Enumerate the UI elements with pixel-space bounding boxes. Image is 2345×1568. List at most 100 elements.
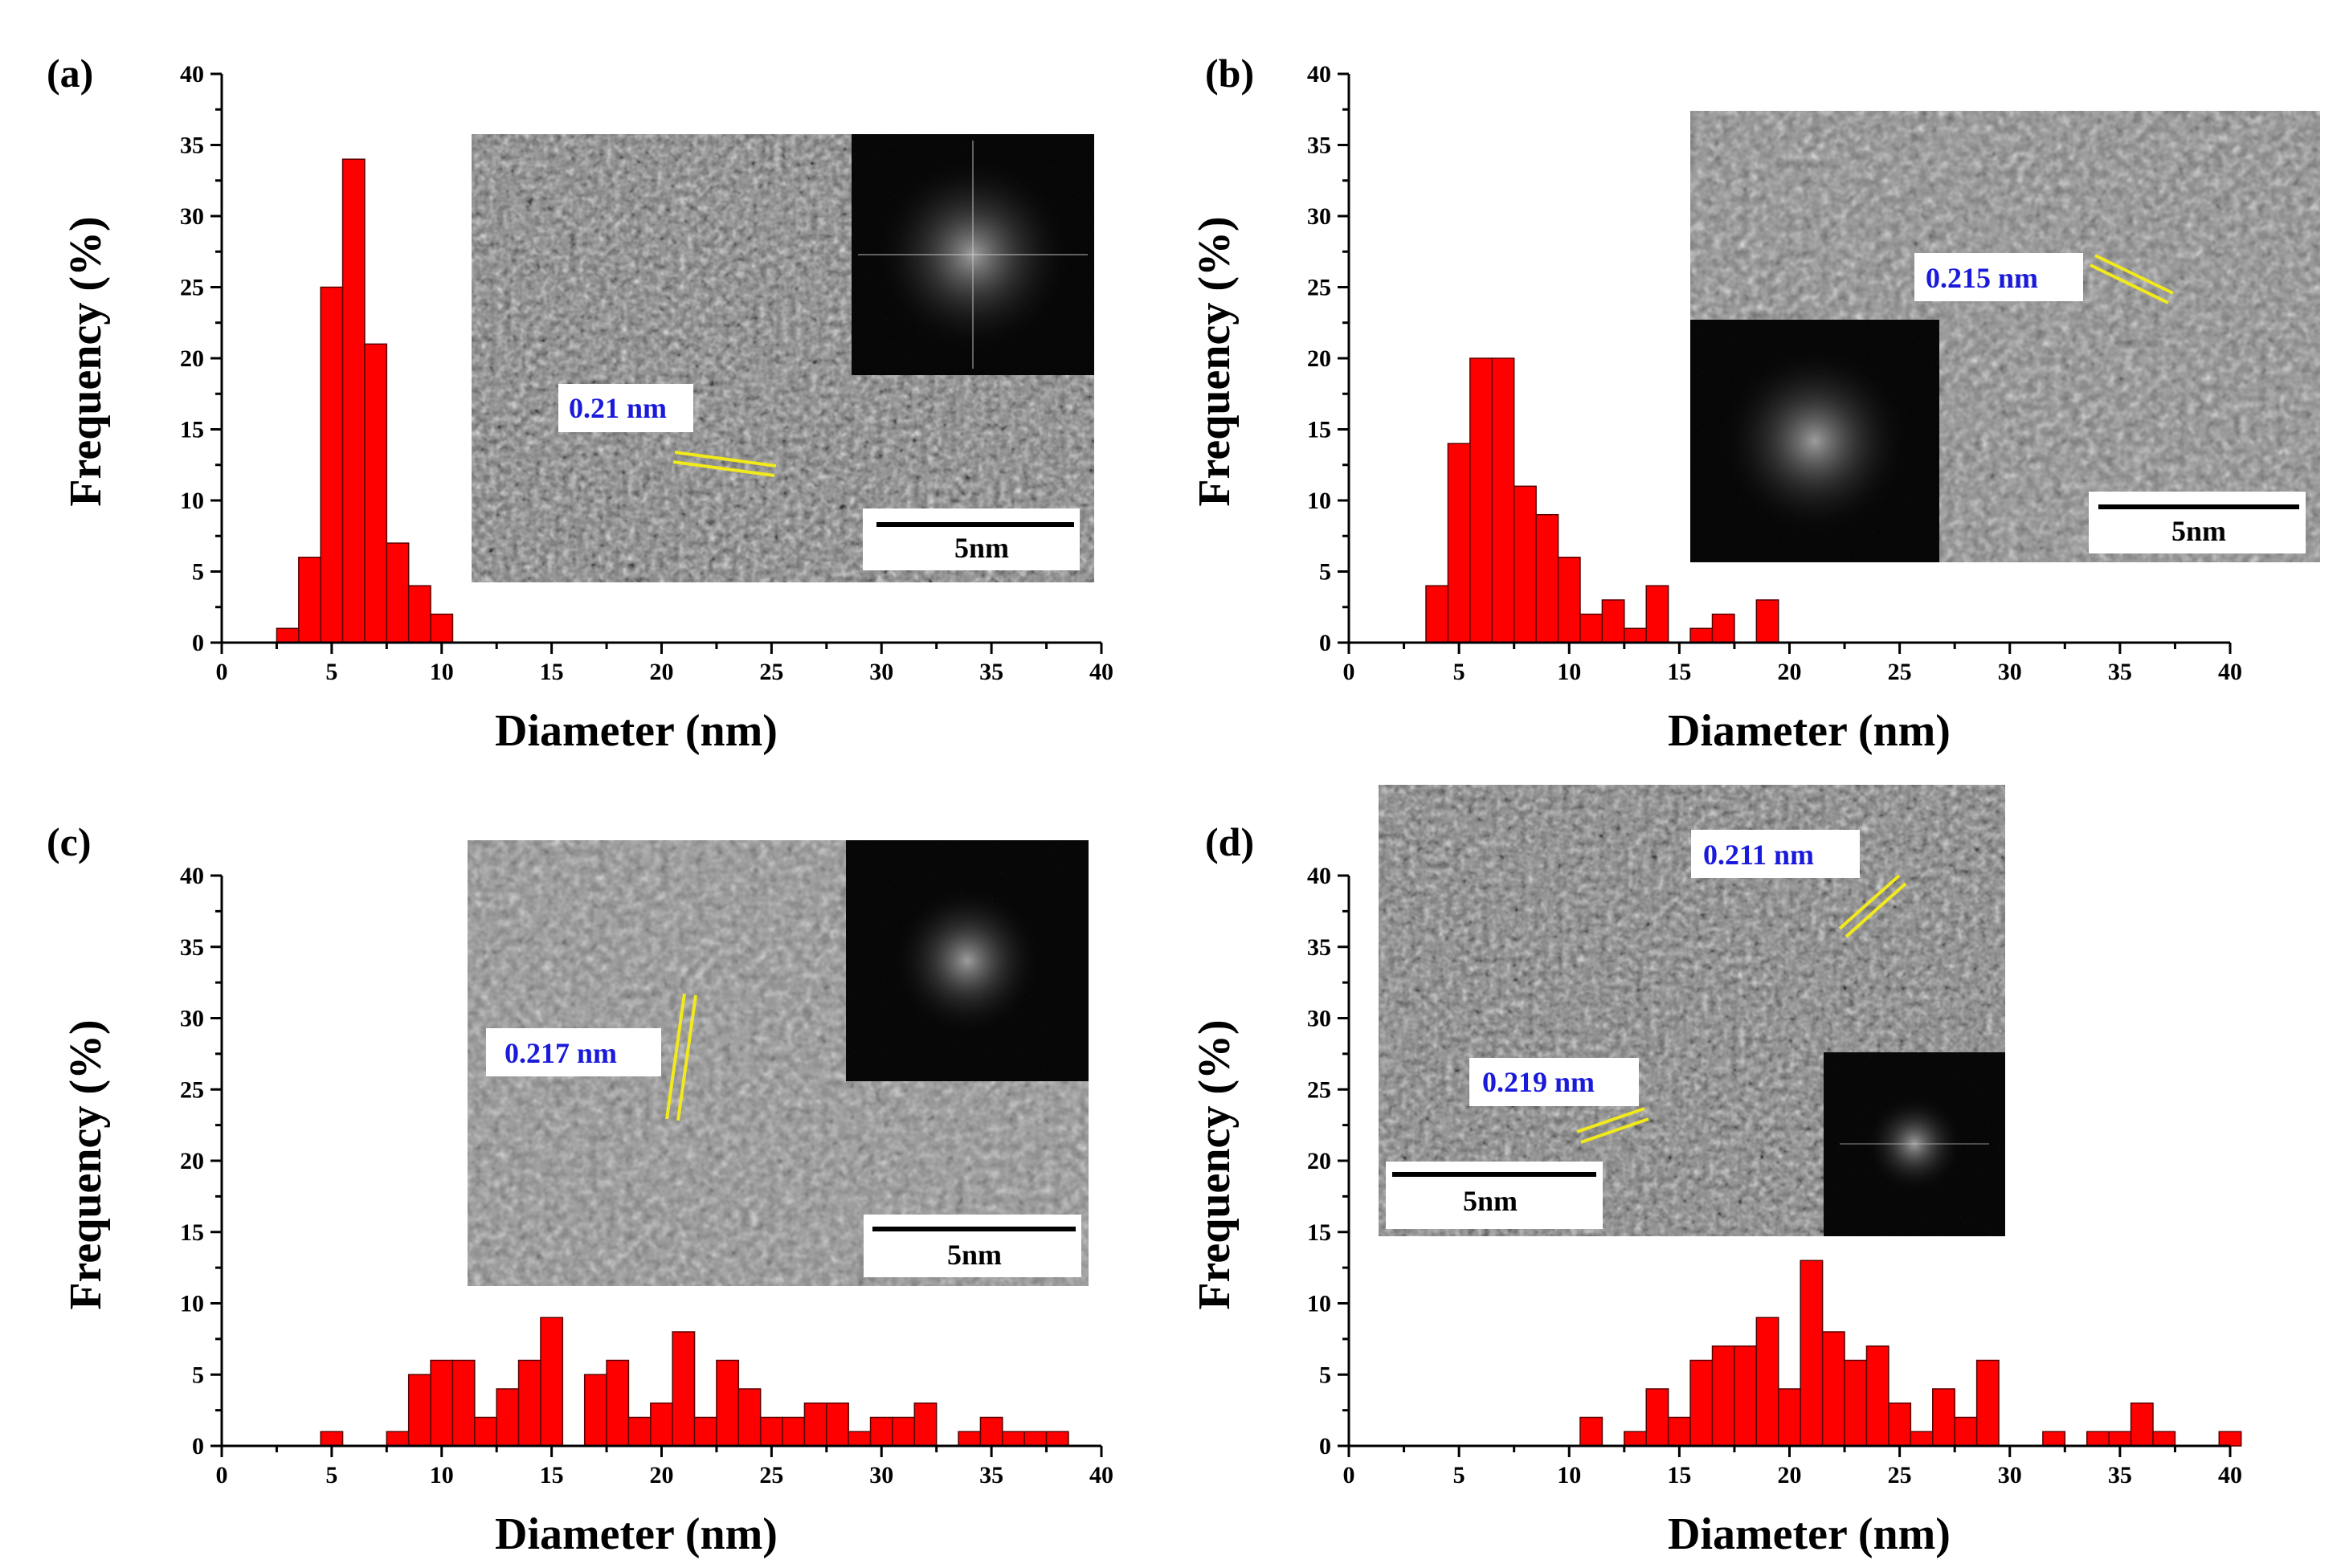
panel-c-measurement-label: 0.217 nm — [505, 1037, 617, 1069]
histogram-bar — [1888, 1403, 1912, 1447]
histogram-bar — [1447, 443, 1471, 643]
panel-d-measurement-box — [1691, 830, 1860, 878]
y-tick-label: 0 — [1319, 630, 1331, 656]
panel-c-measurement-box — [486, 1028, 661, 1076]
histogram-bar — [650, 1403, 673, 1447]
y-tick-label: 0 — [192, 630, 204, 656]
histogram-bar — [517, 1359, 541, 1447]
histogram-bar — [474, 1416, 497, 1447]
x-tick-label: 40 — [1089, 1462, 1113, 1488]
x-tick-label: 20 — [650, 1462, 674, 1488]
panel-b-measurement-label: 0.215 nm — [1926, 262, 2038, 294]
panel-a-measurement-box — [558, 384, 693, 432]
panel-d: (d) Frequency (%) Diameter (nm) 0 5 10 15 20… — [1190, 785, 2242, 1559]
panel-a-y-axis-label: Frequency (%) — [61, 216, 111, 506]
panel-b-bars — [1425, 357, 1779, 643]
panel-a-tem-inset: 0.21 nm 5nm — [472, 134, 1094, 582]
histogram-bar — [869, 1416, 893, 1447]
histogram-bar — [1844, 1359, 1868, 1447]
panel-c-label: (c) — [47, 819, 92, 864]
x-tick-label: 30 — [1998, 1462, 2022, 1488]
histogram-bar — [540, 1317, 564, 1447]
x-tick-label: 0 — [1343, 1462, 1355, 1488]
histogram-bar — [2218, 1431, 2242, 1447]
x-tick-label: 0 — [216, 659, 228, 685]
y-tick-label: 30 — [1307, 1006, 1331, 1032]
y-tick-label: 15 — [180, 1219, 204, 1246]
histogram-bar — [1689, 627, 1714, 643]
y-tick-label: 35 — [180, 133, 204, 159]
panel-c: (c) Frequency (%) Diameter (nm) 0 5 10 15 20… — [47, 819, 1113, 1559]
y-tick-label: 0 — [1319, 1433, 1331, 1460]
x-tick-label: 30 — [869, 659, 893, 685]
histogram-bar — [1557, 557, 1581, 643]
panel-d-lattice-line — [1845, 882, 1907, 938]
histogram-bar — [451, 1359, 476, 1447]
histogram-bar — [1601, 599, 1625, 643]
y-tick-label: 35 — [1307, 934, 1331, 961]
histogram-bar — [979, 1416, 1003, 1447]
panel-c-lattice-line — [676, 994, 697, 1121]
panel-c-scale-label: 5nm — [947, 1239, 1002, 1271]
histogram-bar — [803, 1403, 827, 1447]
panel-b-axes: 0 5 10 15 20 25 30 35 40 0 5 10 15 20 25 30 35 40 — [1307, 61, 2242, 685]
histogram-bar — [1711, 1345, 1735, 1447]
panel-d-x-axis-label: Diameter (nm) — [1668, 1509, 1951, 1559]
histogram-bar — [1645, 1388, 1669, 1447]
histogram-bar — [2130, 1403, 2154, 1447]
y-tick-label: 40 — [180, 61, 204, 88]
histogram-bar — [364, 343, 388, 643]
histogram-bar — [1755, 599, 1779, 643]
panel-b-lattice-line — [2090, 263, 2169, 304]
x-tick-label: 20 — [1778, 1462, 1802, 1488]
histogram-bar — [1513, 485, 1537, 643]
x-tick-label: 10 — [1557, 659, 1581, 685]
x-tick-label: 0 — [216, 1462, 228, 1488]
histogram-bar — [826, 1403, 849, 1447]
histogram-bar — [1932, 1388, 1955, 1447]
panel-b-x-axis-label: Diameter (nm) — [1668, 706, 1951, 756]
x-tick-label: 10 — [1557, 1462, 1581, 1488]
histogram-bar — [341, 158, 366, 643]
histogram-bar — [1667, 1416, 1691, 1447]
y-tick-label: 40 — [1307, 863, 1331, 889]
y-tick-label: 10 — [1307, 1291, 1331, 1317]
histogram-bar — [1645, 585, 1669, 643]
histogram-bar — [2108, 1431, 2132, 1447]
panel-d-scale-label: 5nm — [1463, 1185, 1518, 1217]
histogram-bar — [913, 1403, 938, 1447]
x-tick-label: 20 — [650, 659, 674, 685]
histogram-bar — [716, 1359, 740, 1447]
histogram-bar — [958, 1431, 982, 1447]
panel-a-scale-label: 5nm — [954, 532, 1009, 564]
histogram-bar — [1469, 357, 1493, 643]
panel-a-measurement-label: 0.21 nm — [569, 392, 667, 424]
panel-c-axes: 0 5 10 15 20 25 30 35 40 0 5 10 15 20 25 30 35 40 — [180, 863, 1113, 1488]
y-tick-label: 30 — [1307, 203, 1331, 230]
histogram-bar — [1579, 613, 1604, 643]
histogram-bar — [1975, 1359, 2000, 1447]
panel-d-measurement-label: 0.219 nm — [1482, 1066, 1595, 1098]
y-tick-label: 5 — [1319, 1362, 1331, 1388]
panel-a-scale-box — [863, 508, 1080, 570]
panel-b-lattice-line — [2094, 254, 2174, 295]
histogram-bar — [2042, 1431, 2066, 1447]
x-tick-label: 35 — [2108, 659, 2132, 685]
histogram-bar — [407, 1374, 431, 1447]
x-tick-label: 15 — [1667, 659, 1691, 685]
panel-b-measurement-box — [1914, 253, 2083, 301]
histogram-bar — [672, 1331, 696, 1447]
y-tick-label: 40 — [180, 863, 204, 889]
histogram-bar — [1491, 357, 1515, 643]
y-tick-label: 5 — [1319, 559, 1331, 586]
histogram-bar — [1711, 613, 1735, 643]
histogram-bar — [892, 1416, 916, 1447]
panel-a-lattice-line — [674, 451, 777, 468]
x-tick-label: 5 — [1453, 1462, 1465, 1488]
panel-d-axes: 0 5 10 15 20 25 30 35 40 0 5 10 15 20 25 30 35 40 — [1307, 863, 2242, 1488]
histogram-bar — [407, 585, 431, 643]
x-tick-label: 25 — [1888, 659, 1912, 685]
y-tick-label: 10 — [1307, 488, 1331, 514]
y-tick-label: 20 — [180, 345, 204, 372]
histogram-bar — [1579, 1416, 1604, 1447]
